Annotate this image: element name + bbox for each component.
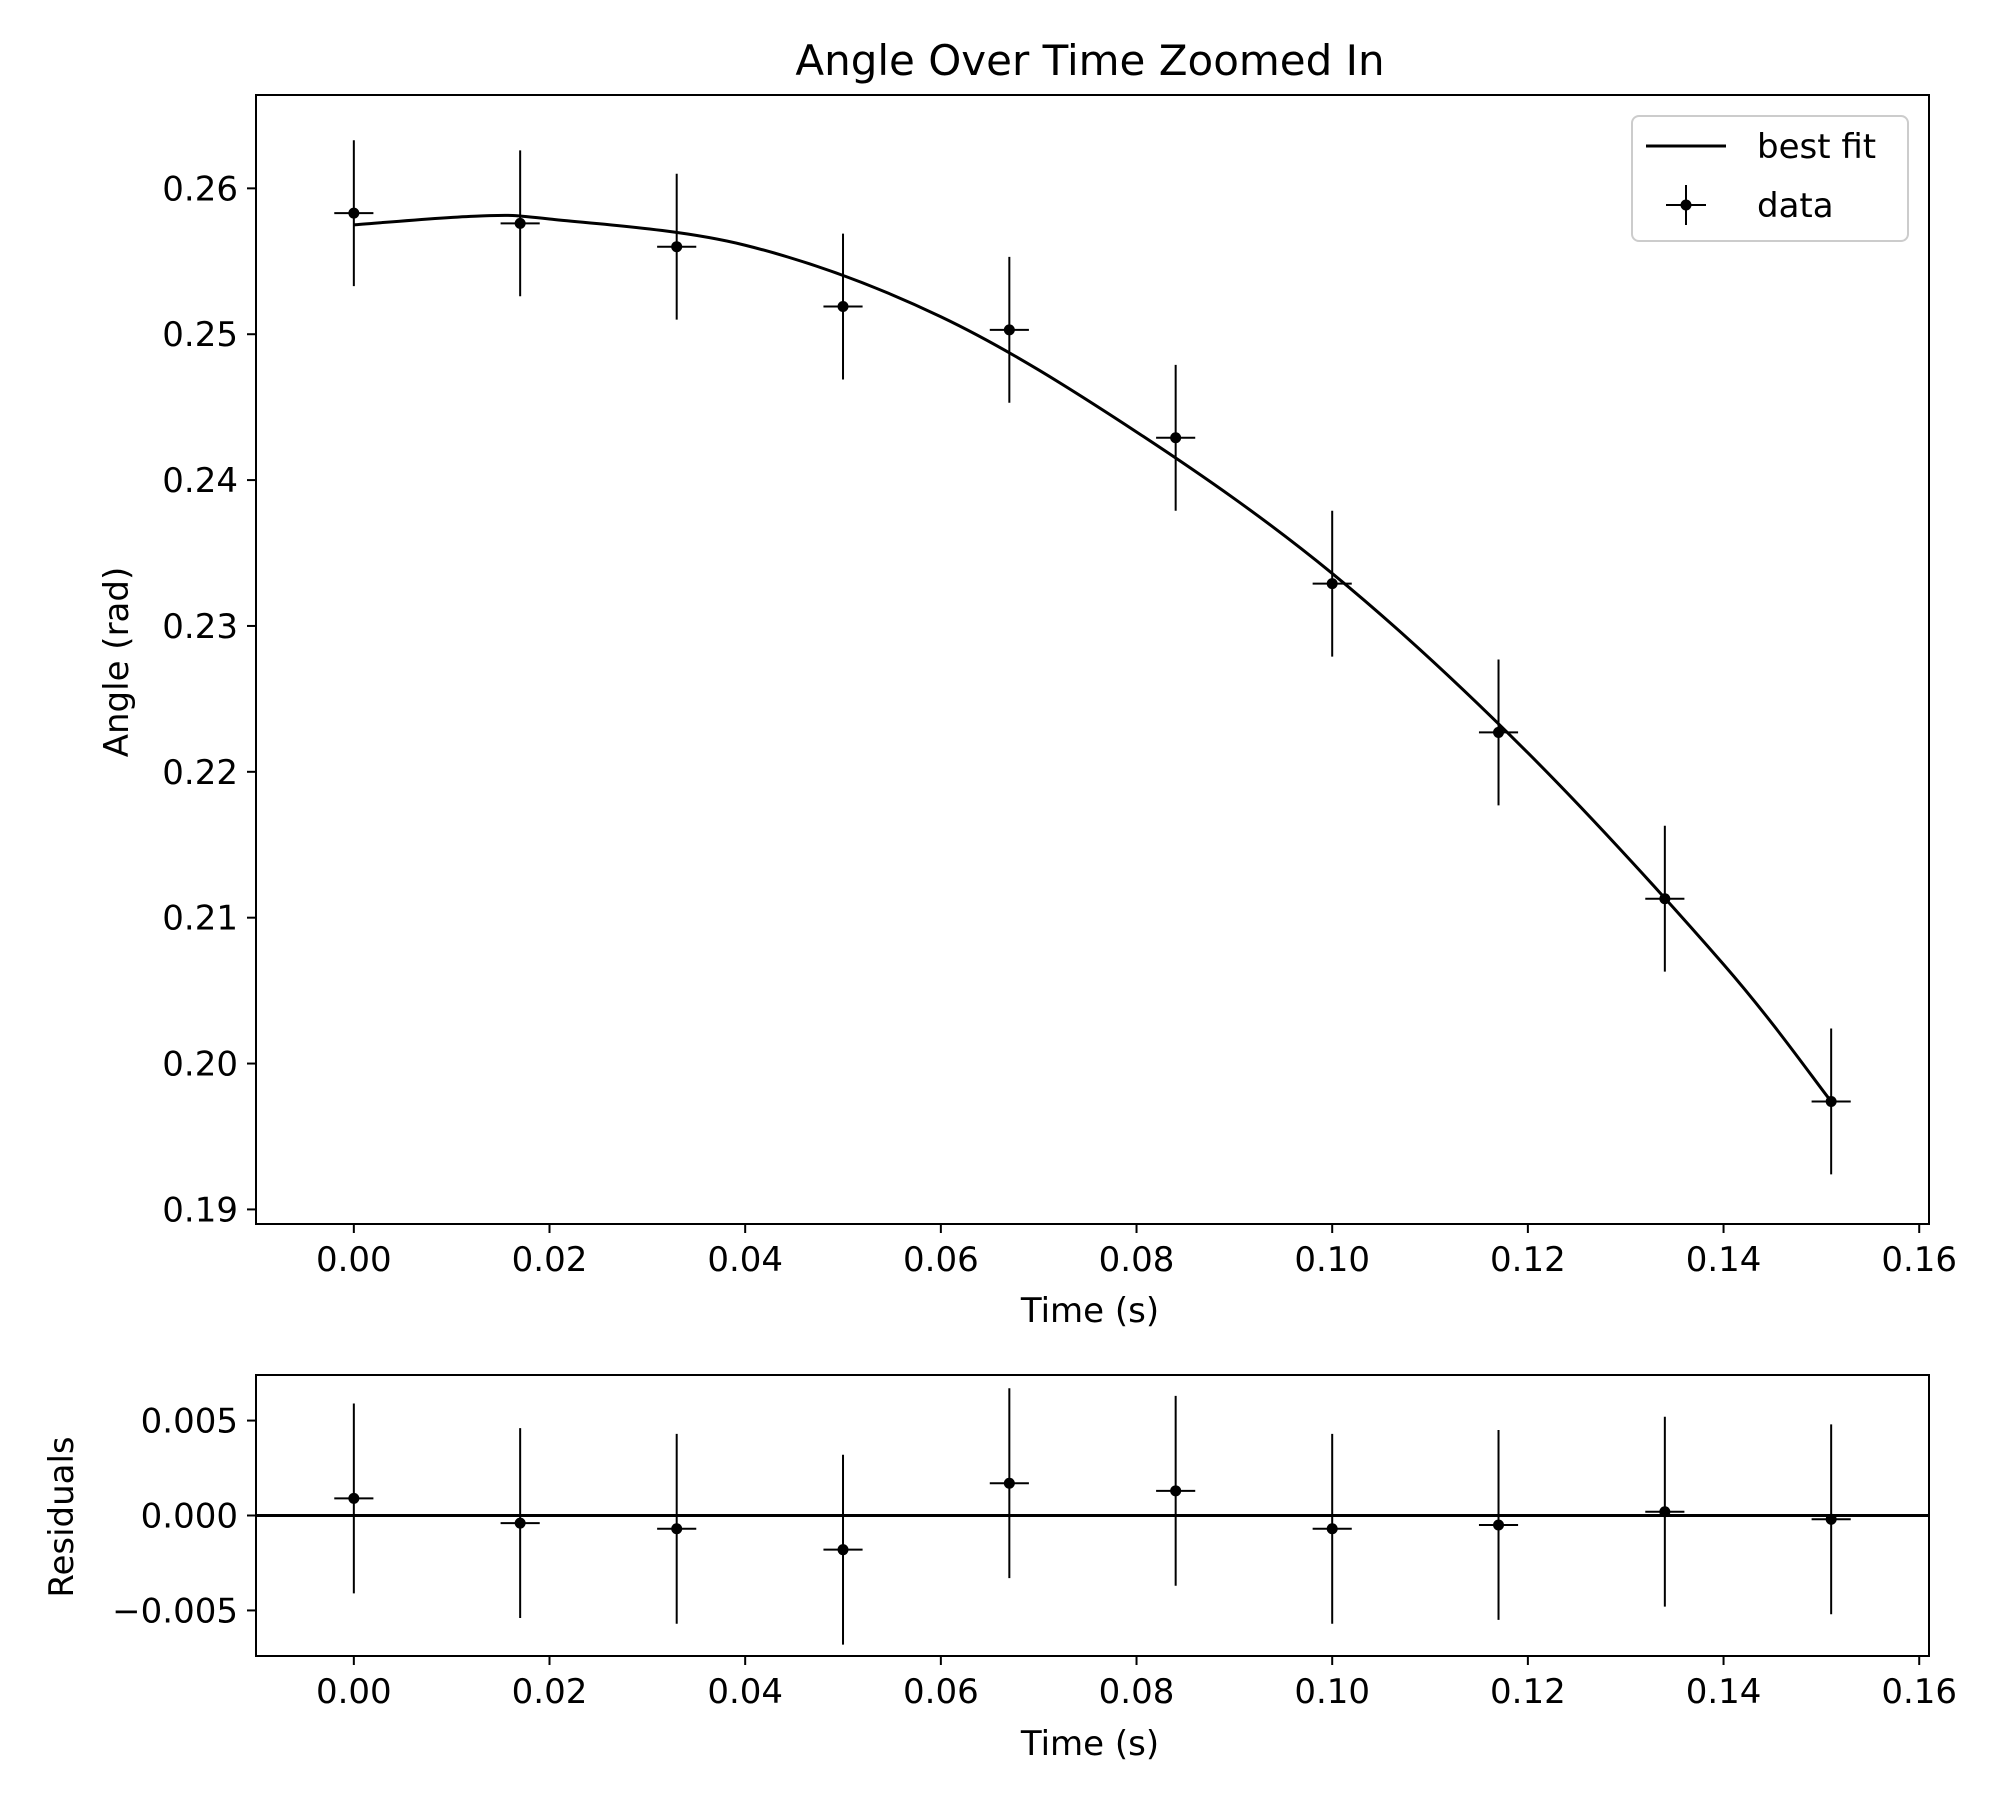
residual-x-tick-label: 0.06 xyxy=(903,1672,979,1712)
residuals-axes-frame xyxy=(255,1374,1930,1657)
angle-x-tick-label: 0.16 xyxy=(1881,1240,1957,1280)
angle-y-tick-label: 0.22 xyxy=(162,753,238,793)
best-fit-line xyxy=(353,213,1833,1103)
angle-y-tick-label: 0.21 xyxy=(162,899,238,939)
angle-data-point xyxy=(348,207,360,219)
angle-data-point xyxy=(1170,432,1182,444)
residual-data-point xyxy=(514,1517,526,1529)
angle-y-tick-label: 0.23 xyxy=(162,607,238,647)
angle-axes-frame xyxy=(255,94,1930,1225)
residuals-x-axis-label: Time (s) xyxy=(1020,1724,1159,1764)
residual-x-tick-label: 0.16 xyxy=(1881,1672,1957,1712)
angle-x-tick-label: 0.02 xyxy=(512,1240,588,1280)
residual-x-tick-label: 0.02 xyxy=(512,1672,588,1712)
residuals-y-axis-label: Residuals xyxy=(42,1436,82,1597)
legend-data-swatch-dot xyxy=(1680,199,1692,211)
angle-y-tick-label: 0.19 xyxy=(162,1190,238,1230)
chart-title: Angle Over Time Zoomed In xyxy=(795,36,1384,85)
residual-x-tick-label: 0.08 xyxy=(1099,1672,1175,1712)
residual-y-tick-label: −0.005 xyxy=(112,1591,238,1631)
angle-data-point xyxy=(514,217,526,229)
angle-data-point xyxy=(1493,726,1505,738)
residual-y-tick-label: 0.000 xyxy=(141,1497,238,1537)
angle-plot-marks xyxy=(334,140,1851,1175)
angle-x-tick-label: 0.12 xyxy=(1490,1240,1566,1280)
legend-data-label: data xyxy=(1757,186,1834,226)
angle-data-point xyxy=(1003,324,1015,336)
residual-data-point xyxy=(671,1523,683,1535)
legend-best-fit-label: best fit xyxy=(1757,127,1876,167)
residuals-axis-ticks: 0.00 0.02 0.04 0.06 0.08 0.10 0.12 0.14 0.16 −0.0… xyxy=(112,1402,1957,1712)
residual-data-point xyxy=(1825,1513,1837,1525)
angle-x-tick-label: 0.14 xyxy=(1686,1240,1762,1280)
residual-data-point xyxy=(1493,1519,1505,1531)
angle-data-point xyxy=(837,301,849,313)
angle-y-tick-label: 0.26 xyxy=(162,169,238,209)
residual-x-tick-label: 0.04 xyxy=(707,1672,783,1712)
residual-data-point xyxy=(1326,1523,1338,1535)
residual-data-point xyxy=(837,1544,849,1556)
legend: best fit data xyxy=(1631,115,1909,242)
angle-x-tick-label: 0.04 xyxy=(707,1240,783,1280)
residual-y-tick-label: 0.005 xyxy=(141,1402,238,1442)
residual-x-tick-label: 0.00 xyxy=(316,1672,392,1712)
angle-panel: Angle Over Time Zoomed In Time (s) Angle… xyxy=(97,36,1957,1331)
angle-data-point xyxy=(1326,578,1338,590)
angle-x-tick-label: 0.08 xyxy=(1099,1240,1175,1280)
residual-data-point xyxy=(1003,1477,1015,1489)
angle-data-point xyxy=(671,241,683,253)
residual-x-tick-label: 0.10 xyxy=(1294,1672,1370,1712)
angle-x-tick-label: 0.00 xyxy=(316,1240,392,1280)
residuals-panel: Time (s) Residuals 0.00 0.02 0.04 0.06 0.08 0… xyxy=(42,1374,1957,1764)
x-axis-label: Time (s) xyxy=(1020,1291,1159,1331)
y-axis-label: Angle (rad) xyxy=(97,567,137,758)
angle-x-tick-label: 0.10 xyxy=(1294,1240,1370,1280)
residual-data-point xyxy=(1170,1485,1182,1497)
residual-data-point xyxy=(348,1492,360,1504)
angle-y-tick-label: 0.24 xyxy=(162,461,238,501)
angle-x-tick-label: 0.06 xyxy=(903,1240,979,1280)
residual-x-tick-label: 0.12 xyxy=(1490,1672,1566,1712)
angle-axis-ticks: 0.00 0.02 0.04 0.06 0.08 0.10 0.12 0.14 0.16 0.19… xyxy=(162,169,1957,1280)
residuals-plot-marks xyxy=(256,1388,1929,1645)
angle-y-tick-label: 0.25 xyxy=(162,315,238,355)
residual-data-point xyxy=(1659,1506,1671,1518)
angle-y-tick-label: 0.20 xyxy=(162,1045,238,1085)
residual-x-tick-label: 0.14 xyxy=(1686,1672,1762,1712)
